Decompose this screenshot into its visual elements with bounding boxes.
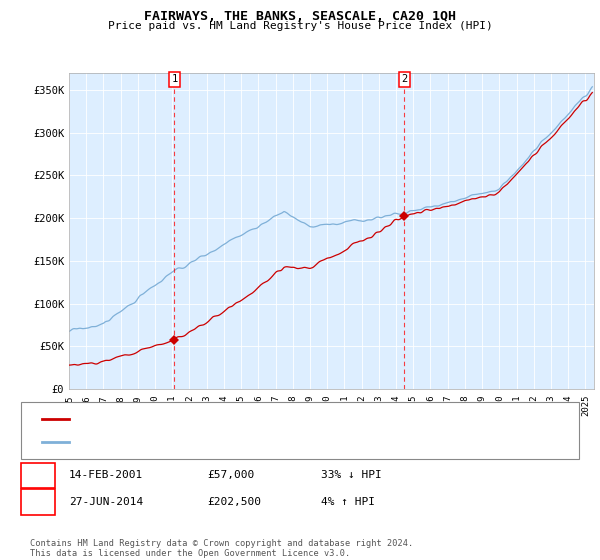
Text: FAIRWAYS, THE BANKS, SEASCALE, CA20 1QH: FAIRWAYS, THE BANKS, SEASCALE, CA20 1QH xyxy=(144,10,456,22)
Text: 4% ↑ HPI: 4% ↑ HPI xyxy=(321,497,375,507)
Text: Contains HM Land Registry data © Crown copyright and database right 2024.
This d: Contains HM Land Registry data © Crown c… xyxy=(30,539,413,558)
Text: Price paid vs. HM Land Registry's House Price Index (HPI): Price paid vs. HM Land Registry's House … xyxy=(107,21,493,31)
Text: 14-FEB-2001: 14-FEB-2001 xyxy=(69,470,143,480)
Text: £57,000: £57,000 xyxy=(207,470,254,480)
Text: FAIRWAYS, THE BANKS, SEASCALE, CA20 1QH (detached house): FAIRWAYS, THE BANKS, SEASCALE, CA20 1QH … xyxy=(75,414,404,424)
Text: 2: 2 xyxy=(401,74,407,85)
Text: 27-JUN-2014: 27-JUN-2014 xyxy=(69,497,143,507)
Text: 1: 1 xyxy=(171,74,178,85)
Text: HPI: Average price, detached house, Cumberland: HPI: Average price, detached house, Cumb… xyxy=(75,437,345,447)
Text: £202,500: £202,500 xyxy=(207,497,261,507)
Text: 1: 1 xyxy=(34,470,41,480)
Text: 33% ↓ HPI: 33% ↓ HPI xyxy=(321,470,382,480)
Text: 2: 2 xyxy=(34,497,41,507)
